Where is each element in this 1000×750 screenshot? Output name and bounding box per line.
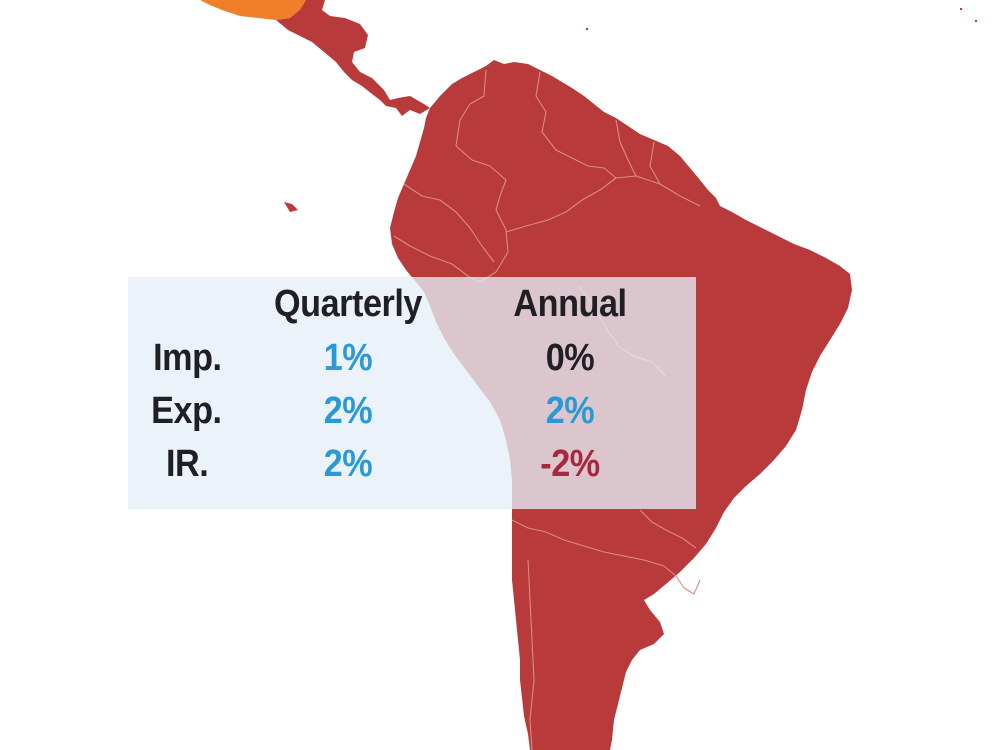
annual-ir-value: -2% [540, 443, 600, 485]
stats-table-panel [128, 277, 696, 509]
column-header-quarterly: Quarterly [273, 283, 423, 325]
row-label-exports: Exp. [151, 390, 222, 432]
column-header-annual: Annual [513, 283, 627, 325]
annual-exports-value: 2% [545, 390, 595, 432]
quarterly-imports-value: 1% [323, 337, 373, 379]
caribbean-islands [586, 8, 977, 30]
row-label-ir: IR. [165, 443, 209, 485]
region-central-america [276, 0, 430, 116]
quarterly-ir-value: 2% [323, 443, 373, 485]
region-island [284, 202, 298, 212]
row-label-imports: Imp. [153, 337, 222, 379]
region-mexico [200, 0, 306, 20]
annual-imports-value: 0% [545, 337, 595, 379]
quarterly-exports-value: 2% [323, 390, 373, 432]
